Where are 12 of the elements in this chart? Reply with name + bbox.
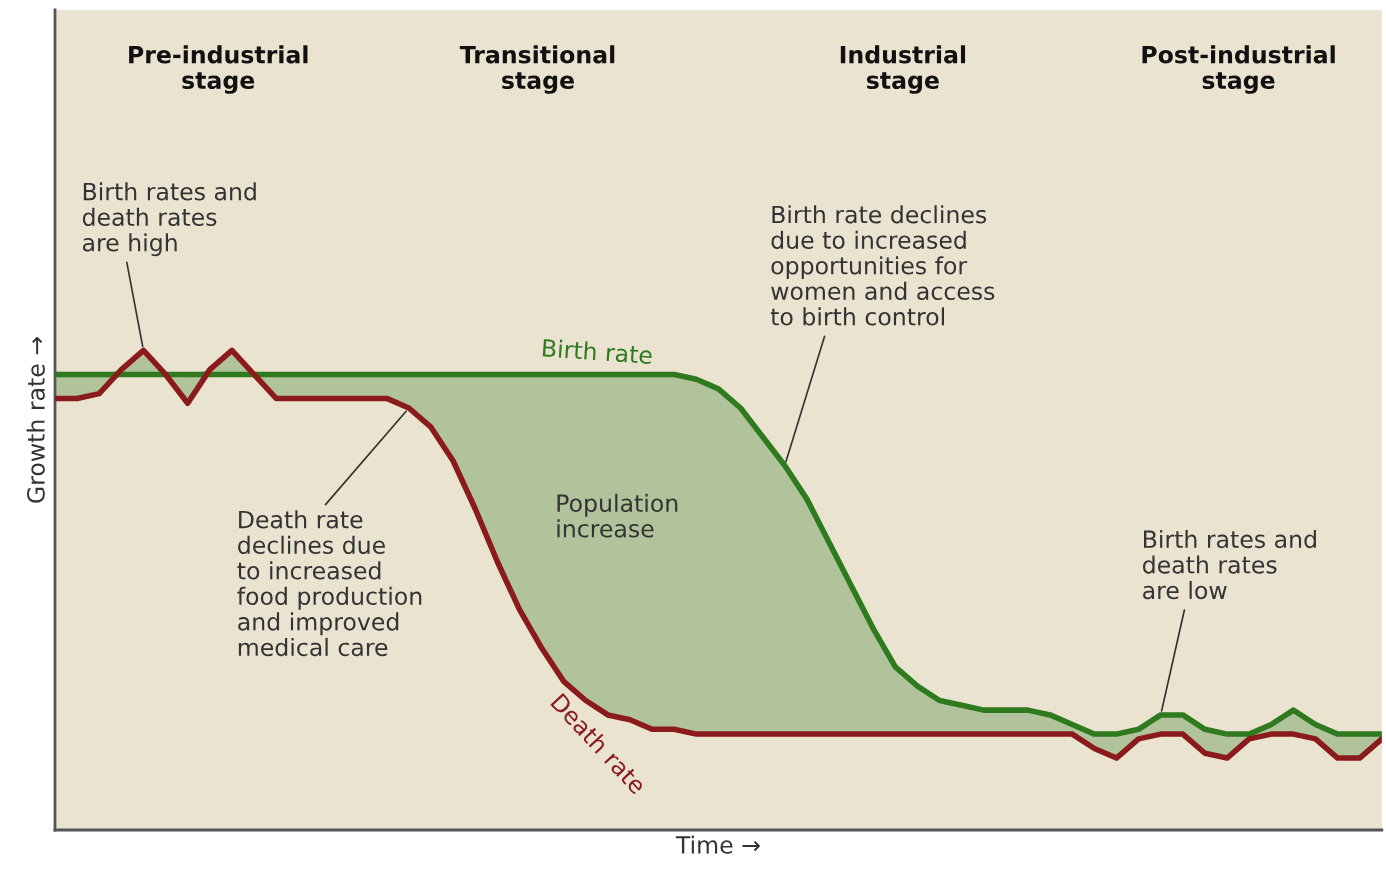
text: Industrial stage (840, 45, 966, 94)
text: Birth rates and death rates are high (82, 182, 256, 257)
text: Post-industrial stage (1142, 45, 1335, 94)
annotation: Population increase (557, 493, 678, 538)
annotation: Death rate declines due to increased food production and improved medical care (237, 510, 422, 657)
text: Pre-industrial stage (129, 45, 308, 94)
y-axis-title: Growth rate → (26, 337, 45, 503)
text: Transitional stage (459, 45, 615, 94)
series-label: Birth rate (542, 338, 653, 365)
text: Birth rate declines due to increased opportunities for women and access to birth control (770, 205, 995, 326)
x-axis-title: Time → (675, 835, 760, 854)
annotation: Birth rates and death rates are low (1142, 529, 1316, 600)
